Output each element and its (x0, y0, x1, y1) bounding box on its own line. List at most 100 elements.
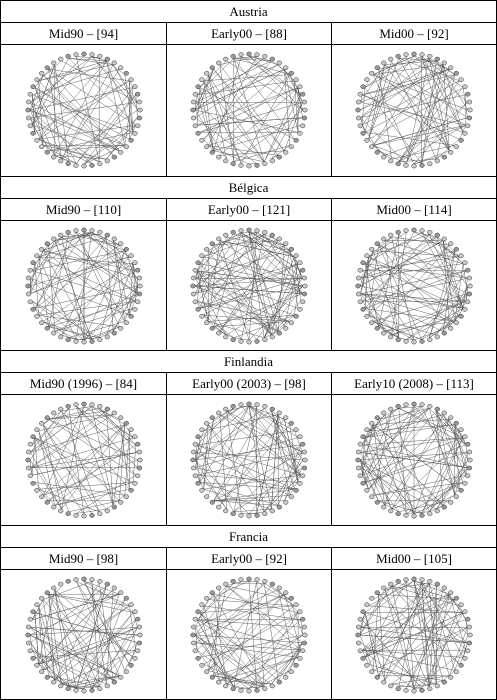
network-node (134, 299, 140, 305)
network-edge (384, 414, 415, 515)
network-node (27, 267, 33, 273)
network-edge (213, 452, 303, 501)
network-edge (31, 593, 119, 621)
network-node (195, 130, 201, 136)
network-edge (428, 437, 464, 512)
network-edge (203, 60, 272, 140)
network-edge (264, 285, 304, 338)
network-edge (207, 74, 227, 160)
network-edge (359, 634, 374, 671)
network-edge (213, 240, 279, 246)
network-graph (17, 397, 151, 521)
network-node (283, 149, 289, 155)
network-graph (17, 572, 151, 696)
network-edge (34, 308, 69, 338)
network-node (254, 513, 260, 518)
network-svg (190, 401, 308, 519)
network-edge (208, 408, 234, 425)
network-edge (199, 482, 295, 490)
network-node (262, 403, 268, 409)
network-graph (17, 47, 151, 171)
network-node (246, 576, 252, 582)
network-edge (413, 405, 468, 468)
network-edge (256, 650, 301, 689)
network-edge (196, 256, 204, 302)
network-edge (128, 605, 136, 651)
network-node (293, 137, 299, 143)
network-node (357, 648, 363, 654)
network-edge (373, 64, 444, 146)
network-node (411, 339, 417, 345)
network-edge (428, 58, 464, 133)
network-node (269, 508, 275, 514)
network-edge (360, 117, 407, 164)
network-node (302, 632, 308, 638)
network-node (104, 683, 110, 689)
network-edge (391, 314, 460, 336)
network-node (427, 161, 433, 167)
network-edge (34, 87, 62, 160)
network-edge (54, 233, 99, 241)
network-edge (60, 64, 113, 160)
network-node (441, 410, 447, 416)
network-edge (194, 581, 242, 636)
network-edge (31, 301, 84, 341)
network-edge (362, 650, 415, 690)
network-edge (195, 589, 279, 628)
network-node (80, 401, 87, 407)
network-edge (75, 232, 125, 322)
network-node (374, 674, 380, 680)
network-edge (203, 605, 301, 621)
network-edge (362, 414, 385, 445)
network-node (27, 91, 33, 97)
network-node (44, 325, 50, 331)
network-edge (37, 664, 76, 689)
network-node (453, 70, 459, 76)
network-edge (34, 87, 125, 146)
network-node (190, 99, 197, 105)
network-edge (413, 580, 450, 595)
network-node (300, 441, 306, 447)
network-edge (195, 278, 295, 316)
network-edge (360, 424, 374, 453)
network-edge (428, 408, 456, 496)
network-node (465, 123, 471, 129)
panel-label: Mid90 – [98] (1, 548, 166, 570)
network-node (24, 632, 31, 638)
network-node (466, 115, 473, 121)
network-edge (75, 581, 120, 676)
network-edge (368, 232, 407, 257)
network-edge (384, 419, 450, 506)
network-edge (398, 234, 464, 309)
network-edge (90, 581, 107, 685)
network-edge (213, 56, 242, 151)
network-edge (194, 285, 290, 322)
network-edge (208, 145, 250, 165)
network-edge (428, 605, 460, 687)
network-edge (38, 482, 133, 490)
network-edge (195, 245, 285, 294)
network-edge (48, 145, 125, 152)
network-edge (38, 256, 133, 264)
network-node (50, 585, 56, 591)
network-edge (454, 634, 469, 671)
network-node (388, 683, 394, 689)
network-edge (421, 581, 464, 658)
network-node (27, 473, 33, 479)
network-node (381, 236, 387, 242)
network-node (283, 415, 289, 421)
network-edge (362, 580, 415, 620)
network-edge (207, 74, 242, 164)
network-edge (462, 87, 468, 118)
network-edge (233, 444, 301, 512)
network-edge (208, 599, 295, 607)
network-edge (364, 56, 407, 88)
edges (29, 405, 138, 515)
network-edge (34, 437, 107, 510)
network-node (72, 688, 79, 693)
network-node (360, 434, 366, 440)
network-edge (194, 58, 265, 111)
network-edge (436, 410, 464, 483)
network-edge (83, 250, 125, 341)
network-node (136, 107, 143, 113)
